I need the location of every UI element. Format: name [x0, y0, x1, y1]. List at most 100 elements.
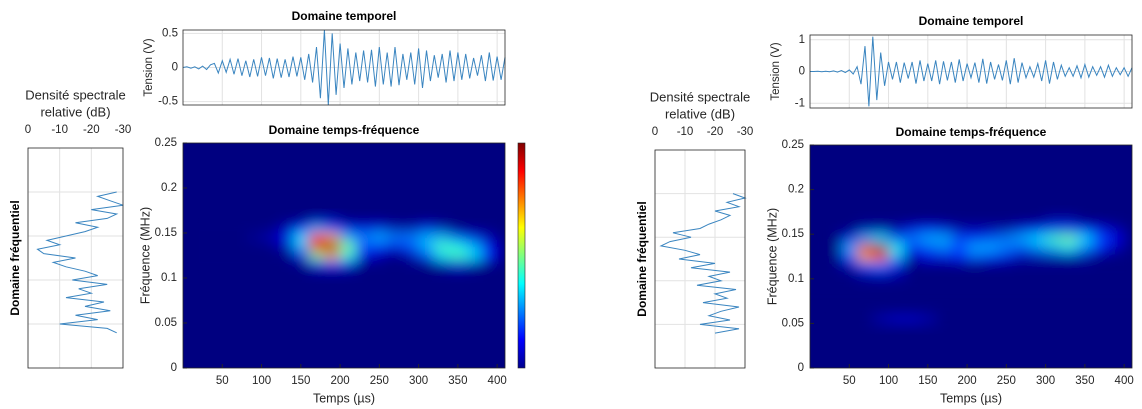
heatmap-cell	[810, 252, 826, 261]
heatmap-clip	[183, 215, 505, 278]
y-tick-label: 0.15	[782, 228, 804, 240]
heatmap-cell	[888, 225, 905, 235]
heatmap-cell	[951, 252, 967, 261]
heatmap-cell	[1124, 243, 1132, 253]
heatmap-cell	[497, 242, 505, 251]
y-tick-label: 0	[799, 66, 805, 78]
heatmap-cell	[183, 233, 199, 242]
heatmap-cell	[1061, 243, 1077, 253]
y-tick-label: 0	[172, 62, 178, 74]
heatmap-cell	[1108, 260, 1124, 270]
heatmap-cell	[418, 224, 435, 233]
heatmap-cell	[1092, 216, 1109, 226]
heatmap-cell	[450, 269, 466, 278]
x-tick-label: 50	[216, 375, 229, 387]
heatmap-cell	[214, 242, 230, 251]
heatmap-cell	[481, 260, 497, 269]
heatmap-cell	[277, 215, 293, 224]
heatmap-cell	[261, 269, 278, 278]
heatmap-cell	[1030, 234, 1046, 244]
heatmap-cell	[418, 269, 435, 278]
heatmap-cell	[371, 269, 388, 278]
y-tick-label: 0.15	[155, 227, 177, 239]
heatmap-cell	[1092, 314, 1109, 324]
heatmap-cell	[1045, 216, 1062, 226]
heatmap-cell	[293, 251, 309, 260]
heatmap-cell	[825, 314, 842, 324]
heatmap-cell	[1014, 260, 1030, 270]
heatmap-cell	[904, 234, 920, 244]
heatmap-cell	[1124, 252, 1132, 261]
heatmap-cell	[198, 260, 215, 269]
heatmap-cell	[1077, 260, 1093, 270]
y-tick-label: 0	[171, 362, 177, 374]
heatmap-cell	[998, 260, 1015, 270]
heatmap-cell	[1124, 314, 1132, 324]
heatmap-cell	[1014, 252, 1030, 261]
heatmap-cell	[418, 215, 435, 224]
heatmap-cell	[1124, 216, 1132, 226]
heatmap-cell	[1045, 252, 1062, 261]
y-tick-label: 0.2	[788, 184, 804, 196]
heatmap-cell	[967, 216, 983, 226]
heatmap-cell	[403, 233, 419, 242]
heatmap-cell	[1030, 314, 1046, 324]
chart-title: Domaine temporel	[292, 9, 397, 23]
heatmap-cell	[873, 269, 889, 279]
heatmap-cell	[1077, 216, 1093, 226]
x-tick-label: 250	[997, 375, 1016, 387]
heatmap-cell	[1045, 260, 1062, 270]
heatmap-cell	[825, 234, 842, 244]
heatmap-cell	[920, 225, 936, 235]
heatmap-cell	[340, 215, 356, 224]
heatmap-cell	[214, 215, 230, 224]
heatmap-cell	[1014, 216, 1030, 226]
heatmap-cell	[1077, 314, 1093, 324]
heatmap-cell	[277, 260, 293, 269]
heatmap-cell	[982, 234, 999, 244]
heatmap-cell	[497, 251, 505, 260]
x-tick-label: 300	[409, 375, 428, 387]
heatmap-cell	[1077, 252, 1093, 261]
heatmap-cell	[998, 234, 1015, 244]
heatmap-cell	[1061, 234, 1077, 244]
heatmap-cell	[1124, 269, 1132, 279]
heatmap-cell	[308, 260, 325, 269]
heatmap-cell	[387, 215, 403, 224]
x-tick-label: -20	[83, 124, 100, 136]
y-tick-label: 0.5	[162, 27, 178, 39]
signal-line	[182, 29, 506, 106]
heatmap-cell	[246, 260, 262, 269]
heatmap-cell	[810, 243, 826, 253]
heatmap-cell	[198, 233, 215, 242]
heatmap-cell	[230, 260, 246, 269]
heatmap-cell	[841, 225, 857, 235]
chart-title: Domaine temps-fréquence	[269, 123, 420, 137]
heatmap-cell	[340, 260, 356, 269]
x-axis-label: relative (dB)	[40, 104, 110, 119]
y-tick-label: 0.25	[782, 139, 804, 151]
heatmap-cell	[825, 260, 842, 270]
heatmap-cell	[371, 215, 388, 224]
heatmap-cell	[998, 216, 1015, 226]
heatmap-cell	[841, 260, 857, 270]
heatmap-cell	[434, 251, 450, 260]
heatmap-cell	[1045, 314, 1062, 324]
heatmap-cell	[967, 252, 983, 261]
heatmap-cell	[1014, 243, 1030, 253]
x-axis-label: Densité spectrale	[25, 87, 125, 102]
x-tick-label: 0	[652, 126, 658, 138]
heatmap-cell	[825, 225, 842, 235]
signal-line	[810, 36, 1133, 107]
heatmap-cell	[308, 269, 325, 278]
heatmap-cell	[873, 225, 889, 235]
heatmap-cell	[277, 242, 293, 251]
heatmap-cells	[810, 216, 1132, 324]
heatmap-cell	[1030, 243, 1046, 253]
heatmap-cell	[920, 234, 936, 244]
heatmap-cell	[998, 252, 1015, 261]
heatmap-cell	[371, 260, 388, 269]
heatmap-cell	[935, 260, 952, 270]
heatmap-cell	[1061, 314, 1077, 324]
